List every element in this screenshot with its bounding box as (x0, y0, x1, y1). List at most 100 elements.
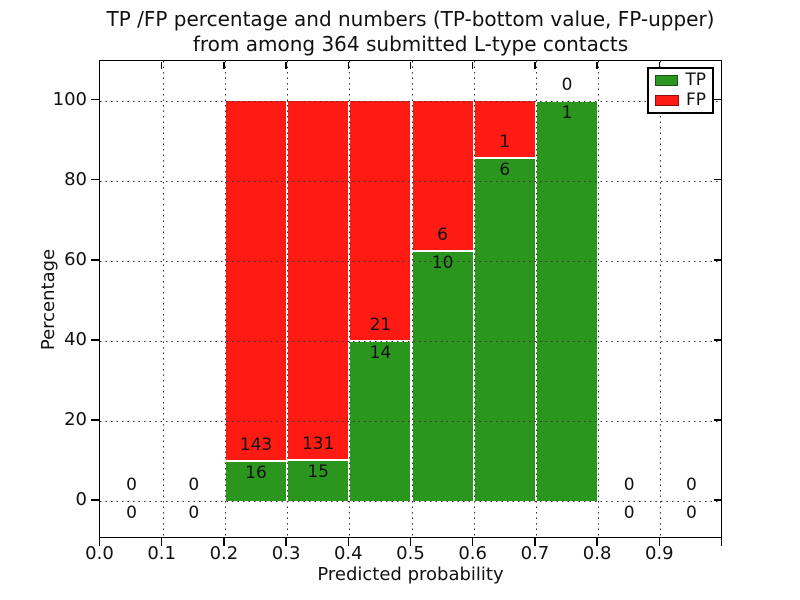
y-tick-label: 80 (64, 168, 87, 190)
plot-area: 0 0 0 0 143 16 131 15 21 14 6 10 1 6 0 1 0 0 0 0 TP FP (99, 60, 722, 538)
fp-bar-segment (412, 100, 473, 250)
chart-title-line2: from among 364 submitted L-type contacts (192, 32, 629, 56)
tp-count-label: 10 (431, 252, 454, 273)
fp-count-label: 0 (126, 475, 137, 495)
x-tick-bottom (534, 538, 536, 546)
gridline-vertical (287, 61, 289, 537)
tp-count-label: 1 (561, 102, 573, 123)
fp-count-label: 0 (685, 475, 697, 495)
gridline-horizontal (100, 420, 721, 422)
x-tick-bottom (471, 538, 474, 546)
fp-bar-segment (350, 100, 411, 340)
gridline-vertical (349, 61, 351, 537)
y-tick-label: 40 (64, 328, 87, 350)
tp-count-label: 6 (499, 159, 511, 180)
x-tick-top (285, 61, 287, 69)
fp-count-label: 6 (437, 224, 448, 245)
x-tick-label: 0.3 (271, 543, 301, 564)
fp-swatch-icon (655, 94, 679, 106)
x-tick-top (596, 61, 598, 69)
gridline-horizontal (100, 340, 721, 342)
x-tick-top (223, 61, 225, 69)
gridline-vertical (598, 61, 600, 537)
x-tick-bottom (285, 538, 287, 546)
x-axis-label: Predicted probability (317, 564, 504, 585)
tp-count-label: 14 (369, 342, 392, 363)
x-tick-top (471, 61, 474, 69)
fp-count-label: 0 (623, 475, 635, 495)
x-tick-top (534, 61, 536, 69)
tp-count-label: 0 (126, 503, 137, 523)
fp-count-label: 21 (369, 314, 392, 335)
tp-count-label: 16 (245, 462, 267, 483)
legend-item-fp: FP (655, 89, 706, 110)
x-tick-top (720, 61, 723, 69)
legend-label: TP (685, 70, 706, 91)
bar-count-labels-layer: 0 0 0 0 143 16 131 15 21 14 6 10 1 6 0 1 0 0 0 0 (100, 61, 721, 537)
x-tick-bottom (596, 538, 598, 546)
x-tick-top (347, 61, 350, 69)
fp-bar-segment (225, 100, 287, 460)
tp-count-label: 15 (307, 461, 329, 482)
y-tick-label: 100 (52, 88, 87, 110)
tp-bar-segment (288, 460, 349, 501)
tp-bar-segment (474, 158, 535, 501)
gridline-vertical (411, 61, 413, 537)
y-tick-right (713, 259, 721, 261)
gridline-horizontal (100, 501, 721, 502)
x-tick-label: 0.5 (396, 543, 425, 564)
y-tick-right (713, 499, 721, 501)
grid-layer (100, 61, 721, 537)
x-tick-bottom (347, 538, 350, 546)
x-tick-label: 0.1 (147, 543, 176, 564)
gridline-vertical (473, 61, 475, 537)
y-tick-right (713, 419, 721, 421)
gridline-vertical (162, 61, 164, 537)
x-tick-bottom (409, 538, 412, 546)
x-tick-top (658, 61, 661, 69)
y-tick-left (91, 178, 99, 181)
tp-swatch-icon (655, 75, 679, 87)
fp-count-label: 0 (188, 475, 200, 495)
chart-title-line1: TP /FP percentage and numbers (TP-bottom… (106, 7, 715, 31)
fp-bar-segment (288, 100, 349, 459)
x-tick-bottom (98, 538, 101, 546)
tp-bar-segment (412, 251, 473, 501)
x-tick-bottom (223, 538, 225, 546)
fp-count-label: 143 (239, 434, 273, 455)
gridline-horizontal (100, 100, 721, 102)
x-tick-label: 0.9 (644, 543, 674, 564)
x-tick-top (98, 61, 101, 69)
x-tick-bottom (658, 538, 661, 546)
y-tick-left (91, 419, 99, 421)
y-tick-left (91, 499, 99, 501)
tp-count-label: 0 (685, 503, 697, 523)
y-tick-left (91, 98, 99, 101)
legend-label: FP (685, 89, 706, 110)
tp-count-label: 0 (623, 503, 635, 523)
fp-count-label: 1 (499, 131, 511, 152)
y-tick-right (713, 178, 721, 181)
gridline-horizontal (100, 180, 721, 182)
gridline-vertical (660, 61, 662, 537)
x-tick-label: 0.6 (458, 543, 487, 564)
x-tick-label: 0.7 (520, 543, 550, 564)
x-tick-label: 0.4 (333, 543, 363, 564)
y-tick-left (91, 259, 99, 261)
x-tick-label: 0.8 (582, 543, 612, 564)
y-tick-label: 0 (75, 489, 87, 510)
tp-bar-segment (536, 101, 598, 501)
y-tick-right (713, 339, 721, 341)
gridline-horizontal (100, 260, 721, 262)
fp-bar-segment (474, 100, 535, 157)
x-tick-bottom (160, 538, 163, 546)
tp-count-label: 0 (188, 503, 200, 523)
legend-item-tp: TP (655, 71, 706, 90)
fp-count-label: 131 (301, 433, 335, 454)
tp-bar-segment (225, 461, 287, 501)
y-axis-label-wrap: Percentage (37, 60, 61, 538)
x-tick-label: 0.0 (85, 543, 114, 564)
gridline-vertical (535, 61, 537, 537)
y-tick-label: 60 (64, 248, 87, 270)
